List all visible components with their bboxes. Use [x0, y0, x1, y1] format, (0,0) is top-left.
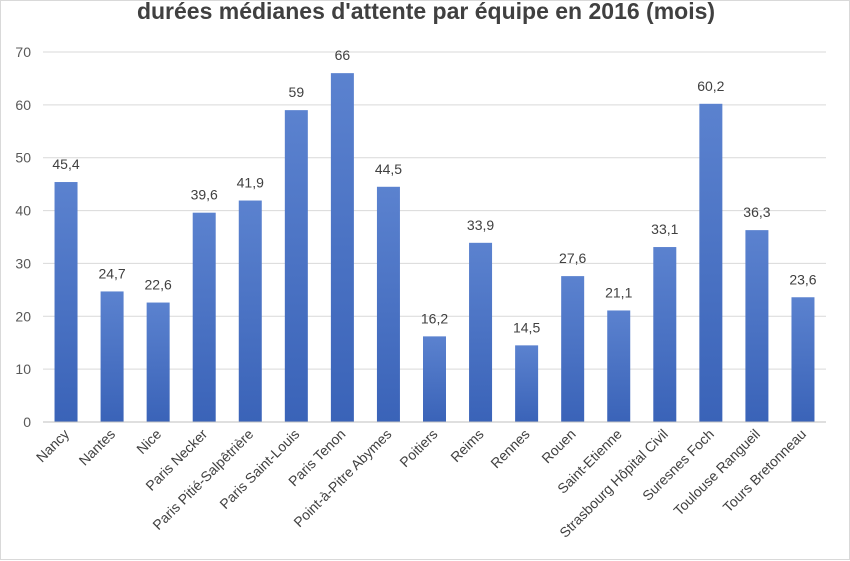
bars — [54, 73, 815, 423]
bar — [745, 230, 769, 422]
data-label: 45,4 — [52, 156, 79, 172]
data-label: 41,9 — [237, 175, 264, 191]
x-tick-label: Tours Bretonneau — [720, 426, 809, 515]
gridlines — [43, 51, 826, 370]
bar — [561, 276, 585, 422]
bar — [100, 291, 124, 422]
bar — [192, 212, 216, 422]
x-tick-label: Rouen — [538, 426, 578, 466]
x-tick-label: Nice — [133, 426, 164, 457]
bar — [607, 310, 631, 422]
y-tick-label: 70 — [15, 44, 31, 60]
data-label: 24,7 — [98, 265, 125, 281]
bar — [146, 302, 170, 422]
bar — [330, 73, 354, 423]
x-tick-label: Nancy — [33, 426, 72, 465]
x-tick-label: Paris Saint-Louis — [216, 426, 302, 512]
y-tick-label: 60 — [15, 97, 31, 113]
x-tick-label: Reims — [447, 426, 486, 465]
data-label: 33,9 — [467, 217, 494, 233]
bar — [238, 200, 262, 422]
data-label: 22,6 — [145, 277, 172, 293]
y-tick-label: 30 — [15, 255, 31, 271]
x-tick-label: Poitiers — [396, 426, 440, 470]
x-tick-label: Rennes — [487, 426, 532, 471]
data-label: 21,1 — [605, 284, 632, 300]
y-tick-label: 40 — [15, 203, 31, 219]
data-label: 23,6 — [789, 271, 816, 287]
data-label: 14,5 — [513, 319, 540, 335]
bar — [54, 182, 78, 422]
bar — [284, 110, 308, 423]
bar — [791, 297, 815, 422]
bar — [469, 242, 493, 422]
data-label: 33,1 — [651, 221, 678, 237]
x-tick-label: Nantes — [76, 426, 119, 469]
x-tick-label: Toulouse Rangueil — [670, 426, 763, 519]
data-label: 66 — [335, 47, 351, 63]
y-tick-label: 50 — [15, 150, 31, 166]
y-tick-label: 0 — [23, 414, 31, 430]
data-label: 16,2 — [421, 310, 448, 326]
data-label: 44,5 — [375, 161, 402, 177]
data-labels: 45,4 24,7 22,6 39,6 41,9 59 66 44,5 16,2 33,9 14,5… — [52, 47, 816, 335]
bar — [653, 247, 677, 422]
bar — [515, 345, 539, 422]
data-label: 27,6 — [559, 250, 586, 266]
chart-title: durées médianes d'attente par équipe en … — [136, 0, 716, 24]
y-tick-label: 20 — [15, 308, 31, 324]
data-label: 39,6 — [191, 187, 218, 203]
bar — [699, 103, 723, 423]
bar — [423, 336, 446, 422]
data-label: 36,3 — [743, 204, 770, 220]
bar — [376, 186, 400, 422]
data-label: 59 — [289, 84, 305, 100]
y-tick-label: 10 — [15, 361, 31, 377]
data-label: 60,2 — [697, 78, 724, 94]
